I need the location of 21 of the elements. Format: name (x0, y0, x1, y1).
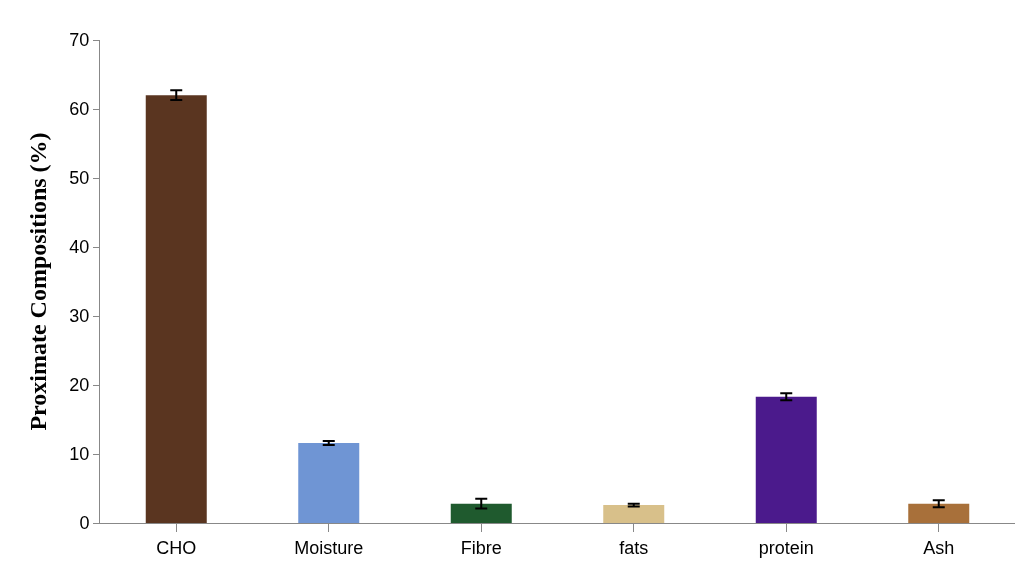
y-tick-label: 20 (69, 375, 90, 396)
bar (145, 95, 207, 523)
bar (908, 503, 970, 523)
x-tick-label: CHO (156, 537, 197, 558)
x-tick-label: protein (758, 537, 814, 558)
y-tick-label: 30 (69, 306, 90, 327)
bar (450, 503, 512, 523)
x-tick-label: fats (619, 537, 649, 558)
y-tick-label: 70 (69, 30, 90, 51)
y-tick-label: 50 (69, 168, 90, 189)
bar (603, 505, 665, 523)
x-tick-label: Fibre (460, 537, 502, 558)
bar (755, 396, 817, 523)
y-tick-label: 10 (69, 444, 90, 465)
bar (298, 442, 360, 523)
x-tick-label: Moisture (294, 537, 364, 558)
y-tick-label: 0 (79, 513, 90, 534)
y-tick-label: 40 (69, 237, 90, 258)
y-tick-label: 60 (69, 99, 90, 120)
y-axis-title: Proximate Compositions (%) (25, 132, 52, 431)
x-tick-label: Ash (923, 537, 955, 558)
